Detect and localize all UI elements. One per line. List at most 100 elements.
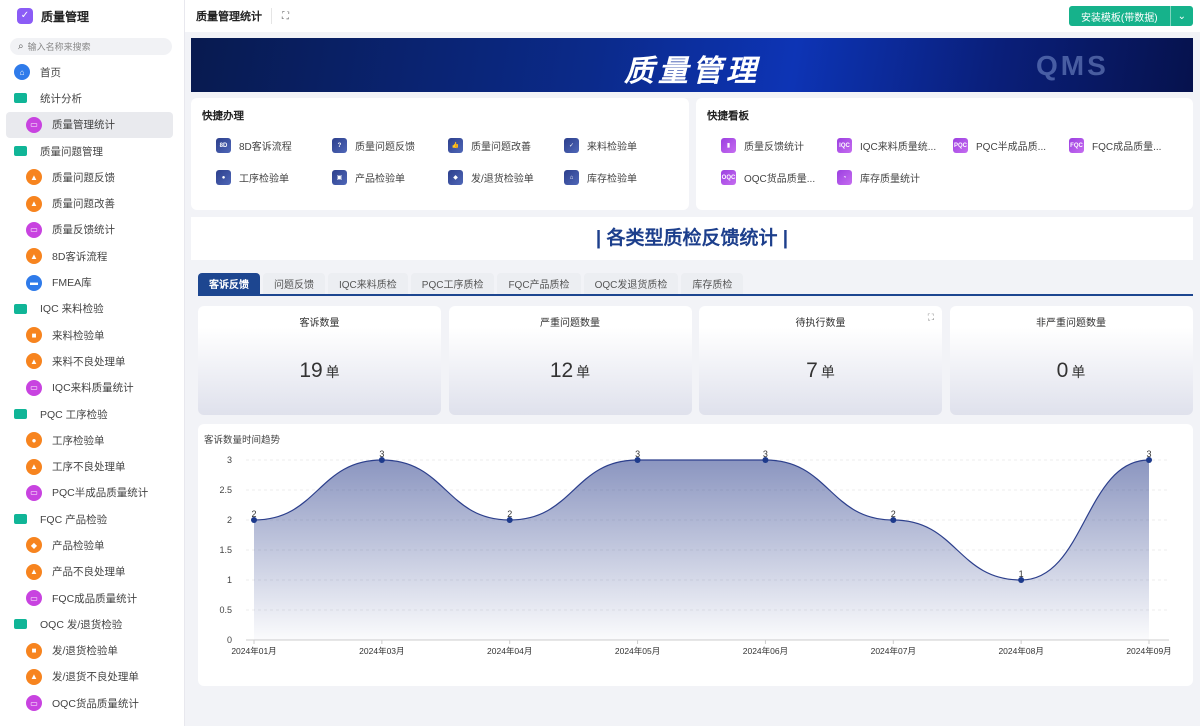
monitor-chart-icon: ▭ (26, 590, 42, 607)
sidebar-item[interactable]: ▲ 发/退货不良处理单 (0, 664, 184, 690)
shortcut-icon: ◆ (448, 170, 463, 185)
quick-board-item[interactable]: ◔ 库存质量统计 (837, 170, 920, 185)
sidebar-item-label: 工序检验单 (52, 434, 105, 447)
tab[interactable]: 客诉反馈 (198, 273, 260, 294)
shortcut-label: FQC成品质量... (1092, 142, 1162, 153)
quick-boards-card: 快捷看板 ▮ 质量反馈统计 IQC IQC来料质量统... PQC PQC半成品质... F… (696, 98, 1193, 210)
sidebar: ✓ 质量管理 ⌕ 输入名称来搜索 ⌂ 首页 统计分析 ▭ 质量管理统计 质量问题管理 ▲ 质量问题… (0, 0, 185, 726)
tab[interactable]: 库存质检 (681, 273, 744, 294)
shortcut-icon: ⌂ (564, 170, 579, 185)
chart-card: 客诉数量时间趋势 0 0.5 1 1.5 2 2.5 3 2 2024年01月 3 2024年03月… (198, 424, 1193, 686)
data-point (890, 517, 897, 523)
shortcut-icon: ? (332, 138, 347, 153)
sidebar-item[interactable]: PQC 工序检验 (0, 401, 184, 427)
sidebar-item[interactable]: ▬ FMEA库 (0, 269, 184, 295)
stat-label: 非严重问题数量 (1036, 318, 1106, 329)
shortcut-label: 来料检验单 (587, 142, 637, 153)
x-tick-label: 2024年03月 (359, 646, 404, 656)
sidebar-item[interactable]: ▲ 8D客诉流程 (0, 243, 184, 269)
shortcut-icon: ▣ (332, 170, 347, 185)
search-input[interactable]: ⌕ 输入名称来搜索 (10, 38, 172, 55)
data-label: 3 (635, 449, 640, 459)
quick-board-item[interactable]: OQC OQC货品质量... (721, 170, 815, 185)
sidebar-item[interactable]: ▲ 质量问题改善 (0, 190, 184, 216)
report-icon: ▲ (26, 353, 42, 370)
tab[interactable]: PQC工序质检 (410, 273, 495, 294)
sidebar-item[interactable]: ▲ 质量问题反馈 (0, 164, 184, 190)
data-point (762, 457, 769, 463)
shortcut-label: 库存质量统计 (860, 174, 920, 185)
quick-action-item[interactable]: ● 工序检验单 (216, 170, 289, 185)
sidebar-item[interactable]: ▭ 质量反馈统计 (0, 217, 184, 243)
sidebar-item[interactable]: ◆ 产品检验单 (0, 532, 184, 558)
x-tick-label: 2024年09月 (1126, 646, 1171, 656)
sidebar-item[interactable]: FQC 产品检验 (0, 506, 184, 532)
sidebar-item-label: 统计分析 (40, 92, 82, 105)
stat-label: 待执行数量 (795, 318, 846, 329)
area-fill (254, 460, 1149, 640)
sidebar-item[interactable]: ▲ 产品不良处理单 (0, 559, 184, 585)
folder-icon (14, 303, 27, 314)
sidebar-item[interactable]: ⌂ 首页 (0, 59, 184, 85)
install-label[interactable]: 安装模板(带数据) (1080, 12, 1158, 24)
quick-action-item[interactable]: ? 质量问题反馈 (332, 138, 415, 153)
fullscreen-icon[interactable]: ⛶ (282, 10, 289, 22)
app-brand: ✓ 质量管理 (0, 0, 184, 32)
sidebar-item[interactable]: 统计分析 (0, 85, 184, 111)
quick-board-item[interactable]: ▮ 质量反馈统计 (721, 138, 804, 153)
y-tick-label: 1 (227, 575, 232, 585)
sidebar-item[interactable]: ▲ 来料不良处理单 (0, 348, 184, 374)
shortcut-label: 工序检验单 (239, 174, 289, 185)
shortcut-label: 质量问题改善 (471, 142, 531, 153)
sidebar-item[interactable]: ● 工序检验单 (0, 427, 184, 453)
quick-action-item[interactable]: ✓ 来料检验单 (564, 138, 637, 153)
shortcut-icon: 8D (216, 138, 231, 153)
y-tick-label: 0.5 (219, 605, 232, 615)
expand-icon[interactable]: ⛶ (927, 312, 934, 322)
stat-card: 待执行数量 7 单 ⛶ (699, 306, 942, 415)
chevron-down-icon[interactable]: ⌄ (1169, 6, 1193, 26)
sidebar-item[interactable]: ▲ 工序不良处理单 (0, 453, 184, 479)
sidebar-item[interactable]: 质量问题管理 (0, 138, 184, 164)
sidebar-item[interactable]: IQC 来料检验 (0, 296, 184, 322)
stat-number: 7 (806, 359, 818, 382)
quick-action-item[interactable]: 8D 8D客诉流程 (216, 138, 292, 153)
sidebar-item[interactable]: ▭ PQC半成品质量统计 (0, 480, 184, 506)
sidebar-item-label: FMEA库 (52, 277, 92, 290)
sidebar-item-label: PQC 工序检验 (40, 408, 108, 421)
data-point (634, 457, 641, 463)
quick-action-item[interactable]: ◆ 发/退货检验单 (448, 170, 534, 185)
sidebar-item[interactable]: ▭ IQC来料质量统计 (0, 375, 184, 401)
sidebar-item-label: 首页 (40, 66, 61, 79)
quick-board-item[interactable]: IQC IQC来料质量统... (837, 138, 936, 153)
sidebar-item-label: 产品检验单 (52, 539, 105, 552)
tab[interactable]: FQC产品质检 (497, 273, 581, 294)
sidebar-item[interactable]: ▭ FQC成品质量统计 (0, 585, 184, 611)
sidebar-item[interactable]: ■ 发/退货检验单 (0, 638, 184, 664)
sidebar-item[interactable]: ■ 来料检验单 (0, 322, 184, 348)
sidebar-item-label: 质量问题改善 (52, 198, 115, 211)
folder-icon (14, 93, 27, 104)
shortcut-icon: IQC (837, 138, 852, 153)
stat-number: 12 (549, 359, 574, 382)
x-tick-label: 2024年07月 (871, 646, 916, 656)
tab[interactable]: OQC发退货质检 (583, 273, 679, 294)
y-tick-label: 3 (227, 455, 232, 465)
sidebar-item[interactable]: ▭ OQC货品质量统计 (0, 690, 184, 716)
sidebar-item[interactable]: ▭ 质量管理统计 (6, 111, 173, 138)
stat-label: 客诉数量 (299, 318, 340, 329)
quick-action-item[interactable]: ▣ 产品检验单 (332, 170, 405, 185)
quick-action-item[interactable]: 👍 质量问题改善 (448, 138, 531, 153)
monitor-chart-icon: ▭ (26, 695, 42, 712)
tab[interactable]: 问题反馈 (263, 273, 325, 294)
tab[interactable]: IQC来料质检 (328, 273, 408, 294)
folder-icon (14, 146, 27, 157)
report-icon: ▲ (26, 169, 42, 186)
sidebar-item-label: 8D客诉流程 (52, 250, 108, 263)
x-tick-label: 2024年01月 (231, 646, 276, 656)
quick-board-item[interactable]: FQC FQC成品质量... (1069, 138, 1161, 153)
quick-action-item[interactable]: ⌂ 库存检验单 (564, 170, 637, 185)
sidebar-item[interactable]: OQC 发/退货检验 (0, 611, 184, 637)
quick-board-item[interactable]: PQC PQC半成品质... (953, 138, 1046, 153)
install-template-button[interactable]: 安装模板(带数据) ⌄ (1068, 6, 1193, 26)
